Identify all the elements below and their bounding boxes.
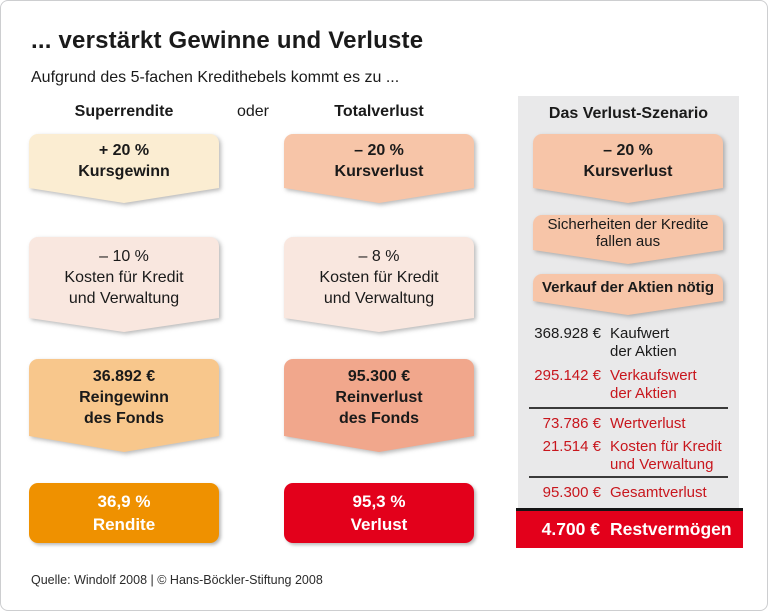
wertverlust-amount: 73.786 € xyxy=(542,415,601,432)
table-row-kreditkosten: 21.514 € Kosten für Kredit und Verwaltun… xyxy=(518,438,739,474)
scenario-box-sicherheiten: Sicherheiten der Kredite fallen aus xyxy=(533,215,723,264)
kursgewinn-value: + 20 % xyxy=(98,142,150,159)
table-divider-1 xyxy=(529,407,728,409)
middle-kosten-value: – 8 % xyxy=(358,248,400,265)
middle-box-kursverlust: – 20 % Kursverlust xyxy=(284,134,474,203)
verkaufswert-label-2: der Aktien xyxy=(610,385,677,402)
sicherheiten-label-1: Sicherheiten der Kredite xyxy=(547,215,709,233)
rendite-result-box: 36,9 % Rendite xyxy=(29,483,219,543)
scenario-box-kursverlust: – 20 % Kursverlust xyxy=(533,134,723,203)
left-kosten-label-1: Kosten für Kredit xyxy=(64,269,184,286)
kaufwert-label-1: Kaufwert xyxy=(610,325,670,342)
header-superrendite: Superrendite xyxy=(74,103,174,120)
reingewinn-label-1: Reingewinn xyxy=(79,389,169,406)
kursgewinn-label: Kursgewinn xyxy=(78,163,170,180)
verlust-value: 95,3 % xyxy=(352,492,406,511)
table-row-gesamtverlust: 95.300 € Gesamtverlust xyxy=(518,484,739,502)
gesamtverlust-label: Gesamtverlust xyxy=(610,484,707,501)
header-oder: oder xyxy=(236,103,270,120)
verlust-result-box: 95,3 % Verlust xyxy=(284,483,474,543)
scenario-kursverlust-label: Kursverlust xyxy=(583,163,673,180)
reinverlust-label-1: Reinverlust xyxy=(335,389,423,406)
verkaufswert-amount: 295.142 € xyxy=(534,367,601,384)
reinverlust-value: 95.300 € xyxy=(347,368,411,385)
table-row-kaufwert: 368.928 € Kaufwert der Aktien xyxy=(518,325,739,361)
verkaufswert-label-1: Verkaufswert xyxy=(610,367,697,384)
left-box-kursgewinn: + 20 % Kursgewinn xyxy=(29,134,219,203)
header-totalverlust: Totalverlust xyxy=(334,103,424,120)
middle-box-reinverlust: 95.300 € Reinverlust des Fonds xyxy=(284,359,474,452)
left-kosten-value: – 10 % xyxy=(99,248,149,265)
middle-kosten-label-1: Kosten für Kredit xyxy=(319,269,439,286)
rendite-label: Rendite xyxy=(92,515,156,534)
kreditkosten-label-1: Kosten für Kredit xyxy=(610,438,722,455)
kreditkosten-label-2: und Verwaltung xyxy=(610,456,714,473)
reinverlust-label-2: des Fonds xyxy=(338,410,419,427)
page-title: ... verstärkt Gewinne und Verluste xyxy=(31,27,424,54)
rendite-value: 36,9 % xyxy=(97,492,151,511)
header-verlust-szenario: Das Verlust-Szenario xyxy=(548,105,709,122)
left-kosten-label-2: und Verwaltung xyxy=(68,290,180,307)
gesamtverlust-amount: 95.300 € xyxy=(542,484,601,501)
kreditkosten-amount: 21.514 € xyxy=(542,438,601,455)
kursverlust-label: Kursverlust xyxy=(334,163,424,180)
wertverlust-label: Wertverlust xyxy=(610,415,686,432)
middle-box-kosten: – 8 % Kosten für Kredit und Verwaltung xyxy=(284,237,474,332)
reingewinn-label-2: des Fonds xyxy=(83,410,164,427)
middle-kosten-label-2: und Verwaltung xyxy=(323,290,435,307)
restvermoegen-label: Restvermögen xyxy=(610,519,732,539)
source-credit: Quelle: Windolf 2008 | © Hans-Böckler-St… xyxy=(31,573,323,587)
table-row-verkaufswert: 295.142 € Verkaufswert der Aktien xyxy=(518,367,739,403)
table-row-wertverlust: 73.786 € Wertverlust xyxy=(518,415,739,433)
kursverlust-value: – 20 % xyxy=(354,142,404,159)
left-box-reingewinn: 36.892 € Reingewinn des Fonds xyxy=(29,359,219,452)
left-box-kosten: – 10 % Kosten für Kredit und Verwaltung xyxy=(29,237,219,332)
table-divider-2 xyxy=(529,476,728,478)
sicherheiten-label-2: fallen aus xyxy=(595,232,661,250)
reingewinn-value: 36.892 € xyxy=(92,368,156,385)
page-subtitle: Aufgrund des 5-fachen Kredithebels kommt… xyxy=(31,69,400,86)
restvermoegen-amount: 4.700 € xyxy=(541,519,600,539)
scenario-kursverlust-value: – 20 % xyxy=(603,142,653,159)
kaufwert-amount: 368.928 € xyxy=(534,325,601,342)
scenario-box-verkauf: Verkauf der Aktien nötig xyxy=(533,274,723,315)
restvermoegen-total-bar: 4.700 € Restvermögen xyxy=(516,508,743,548)
verlust-label: Verlust xyxy=(350,515,408,534)
verkauf-label: Verkauf der Aktien nötig xyxy=(542,279,714,296)
kaufwert-label-2: der Aktien xyxy=(610,343,677,360)
